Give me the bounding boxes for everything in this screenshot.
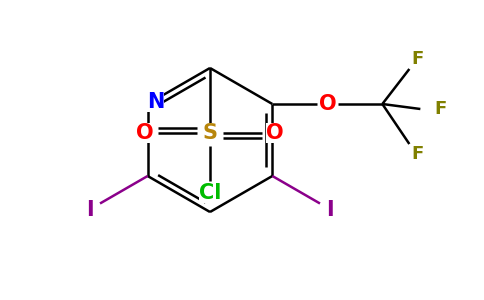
Text: F: F: [411, 145, 424, 163]
Text: O: O: [266, 123, 284, 143]
Text: Cl: Cl: [199, 183, 221, 203]
Text: O: O: [318, 94, 336, 114]
Text: F: F: [434, 100, 446, 118]
Text: F: F: [411, 50, 424, 68]
Text: S: S: [202, 123, 217, 143]
Text: I: I: [86, 200, 93, 220]
Text: O: O: [136, 123, 154, 143]
Text: I: I: [327, 200, 334, 220]
Text: N: N: [147, 92, 165, 112]
